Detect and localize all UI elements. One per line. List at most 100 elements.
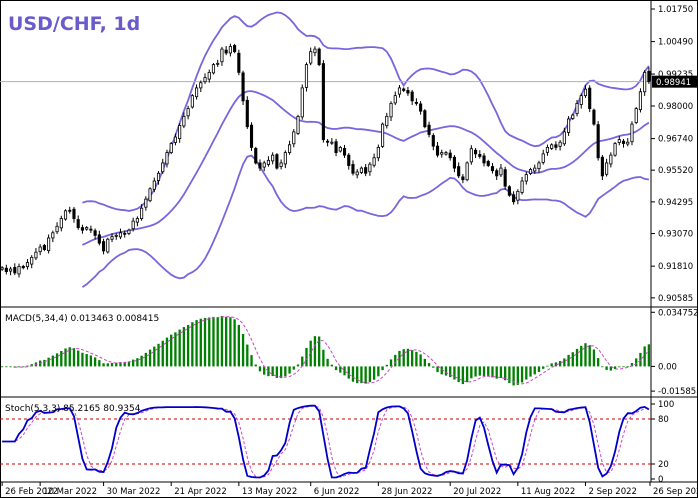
candle-body: [444, 152, 448, 155]
candle: [431, 133, 435, 151]
candle-body: [317, 48, 321, 66]
candle: [76, 215, 80, 230]
macd-bar: [250, 355, 253, 367]
candle: [178, 123, 182, 143]
macd-bar: [330, 364, 334, 367]
candle: [207, 69, 211, 83]
candle-body: [55, 225, 59, 233]
candle-body: [165, 152, 169, 165]
macd-bar: [567, 354, 570, 367]
candle: [550, 143, 554, 150]
candle: [541, 149, 545, 165]
macd-bar: [368, 366, 372, 383]
macd-bar: [305, 347, 308, 367]
x-tick-label: 13 May 2022: [242, 487, 297, 497]
candle-body: [140, 207, 144, 219]
macd-bar: [512, 366, 515, 386]
macd-bar: [495, 366, 498, 379]
candle-body: [402, 88, 406, 91]
candle: [545, 144, 549, 156]
macd-bar: [499, 366, 503, 378]
candle: [165, 149, 169, 168]
macd-bar: [131, 359, 135, 367]
candle: [25, 259, 30, 270]
candle-body: [457, 166, 461, 177]
candle-body: [220, 48, 224, 63]
candle-body: [241, 72, 245, 102]
candle-body: [148, 188, 152, 202]
macd-bar: [102, 363, 105, 367]
macd-bar: [520, 366, 524, 383]
candle: [381, 122, 385, 148]
candle: [351, 160, 355, 176]
macd-bar: [237, 324, 241, 367]
macd-bar: [432, 366, 435, 368]
candle: [600, 155, 604, 181]
candle-body: [228, 46, 232, 54]
macd-bar: [398, 350, 401, 367]
candle: [457, 162, 461, 179]
candle-body: [372, 157, 376, 166]
candle-body: [38, 246, 42, 253]
candle-body: [262, 162, 266, 168]
macd-bar: [487, 366, 490, 377]
candle-body: [397, 87, 402, 95]
macd-bar: [584, 343, 587, 367]
y-tick-label: 0.98000: [658, 102, 693, 112]
candle: [452, 155, 456, 173]
candle: [224, 45, 228, 56]
candle: [503, 166, 507, 190]
stoch-y-label: 80: [658, 415, 669, 425]
candle: [4, 264, 8, 275]
candle-body: [626, 141, 630, 145]
macd-bar: [186, 324, 190, 367]
candle: [596, 121, 600, 161]
macd-signal-line: [14, 316, 650, 385]
y-tick-label: 1.00490: [658, 38, 693, 48]
candle: [13, 263, 17, 276]
candle: [258, 159, 262, 171]
candle-body: [144, 198, 148, 208]
candle: [123, 230, 127, 238]
candle: [135, 216, 139, 227]
macd-bar: [389, 359, 393, 367]
macd-bar: [178, 329, 181, 367]
macd-bar: [550, 363, 553, 367]
macd-bar: [208, 317, 211, 367]
macd-bar: [605, 366, 608, 370]
candle-body: [110, 236, 114, 240]
candle: [173, 133, 177, 146]
candle-body: [545, 147, 549, 153]
candle-body: [216, 62, 220, 65]
candle: [254, 146, 258, 165]
candle-body: [25, 262, 30, 268]
candle-body: [448, 152, 452, 159]
candle-body: [249, 124, 254, 148]
macd-bar: [216, 317, 219, 367]
candle-body: [440, 152, 444, 155]
candle: [300, 84, 304, 120]
candle-body: [634, 108, 638, 123]
macd-bar: [609, 366, 613, 371]
macd-bar: [508, 366, 511, 383]
chart-title: USD/CHF, 1d: [8, 13, 140, 35]
candle: [537, 160, 541, 173]
candle: [554, 141, 558, 151]
candle-body: [550, 144, 554, 149]
candle: [114, 233, 118, 240]
macd-bar: [533, 366, 536, 375]
macd-bar: [72, 348, 76, 367]
candle-body: [592, 109, 596, 125]
candle-body: [503, 169, 507, 187]
candle: [309, 47, 313, 66]
candle-body: [63, 210, 68, 220]
candle-body: [406, 90, 410, 94]
candle-body: [342, 148, 347, 156]
x-tick-label: 11 Aug 2022: [521, 487, 575, 497]
bollinger-bands: 0.98941: [0, 11, 698, 288]
candle-body: [355, 171, 359, 176]
candle: [474, 148, 478, 159]
candle-body: [51, 232, 55, 239]
candle-body: [419, 103, 423, 112]
